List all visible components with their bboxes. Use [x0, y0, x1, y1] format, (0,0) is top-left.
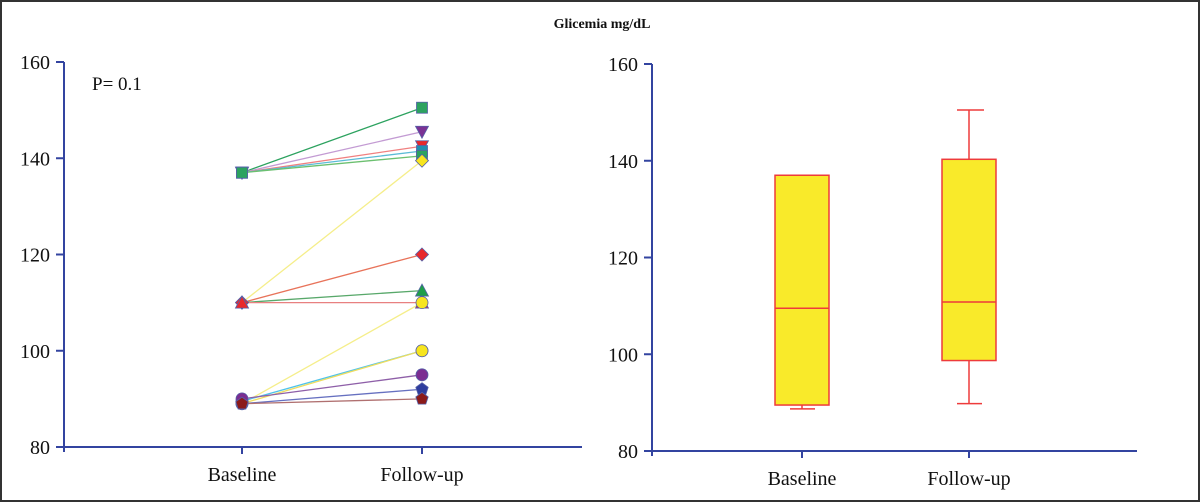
series-line: [241, 131, 423, 174]
series-line: [241, 253, 423, 304]
circle-marker: [415, 368, 429, 382]
x-tick-label: Follow-up: [927, 468, 1010, 490]
paired-line-chart: 80 100 120 140 160 Baseline Follow-up: [20, 52, 582, 486]
y-tick-label: 120: [608, 248, 638, 270]
y-tick-label: 100: [608, 344, 638, 366]
circle-marker: [415, 344, 429, 358]
box-plot: 80 100 120 140 160 Baseline Follow-up: [608, 54, 1137, 490]
y-tick-label: 140: [608, 151, 638, 173]
p-value-annotation: P= 0.1: [92, 74, 142, 95]
x-tick-label: Follow-up: [380, 464, 463, 486]
y-tick-label: 160: [20, 52, 50, 74]
pentagon-marker: [235, 396, 249, 410]
diamond-marker: [414, 153, 430, 168]
circle-marker: [415, 296, 429, 310]
y-tick-label: 80: [618, 441, 638, 463]
series-line: [241, 398, 423, 405]
x-tick-label: Baseline: [208, 464, 277, 486]
series-line: [241, 374, 423, 400]
y-tick-label: 140: [20, 148, 50, 170]
series-line: [241, 388, 423, 405]
x-tick-label: Baseline: [768, 468, 837, 490]
y-tick-label: 160: [608, 54, 638, 76]
series-line: [241, 155, 423, 174]
triangle-marker: [414, 283, 430, 297]
box: [774, 174, 830, 406]
chart-title: Glicemia mg/dL: [554, 17, 651, 32]
y-tick-label: 120: [20, 245, 50, 267]
y-tick-label: 100: [20, 341, 50, 363]
diamond-marker: [414, 247, 430, 262]
series-line: [241, 107, 423, 174]
square-marker: [236, 166, 248, 179]
square-marker: [416, 101, 428, 114]
triangle-down-marker: [414, 125, 430, 140]
series-line: [241, 150, 423, 174]
pentagon-marker: [415, 391, 429, 405]
triangle-marker: [234, 295, 250, 309]
series-line: [241, 289, 423, 304]
series-line: [241, 160, 423, 304]
box: [941, 158, 997, 362]
y-tick-label: 80: [30, 437, 50, 459]
series-line: [241, 145, 423, 174]
series-line: [241, 302, 423, 405]
